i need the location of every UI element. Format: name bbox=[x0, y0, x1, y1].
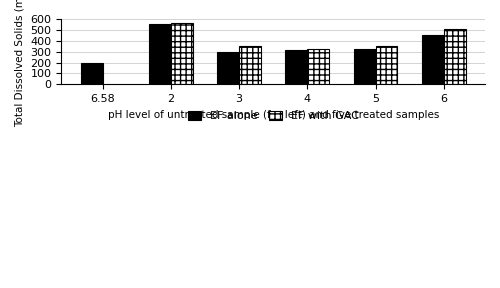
Bar bbox=[239, 46, 261, 84]
Bar bbox=[80, 62, 102, 84]
Y-axis label: Total Dissolved Solids (mg/L): Total Dissolved Solids (mg/L) bbox=[15, 0, 25, 126]
X-axis label: pH level of untreated sample (far left) and five treated samples: pH level of untreated sample (far left) … bbox=[108, 110, 439, 120]
Legend: EF alone, EF with GAC: EF alone, EF with GAC bbox=[183, 107, 363, 126]
Bar bbox=[149, 24, 171, 84]
Bar bbox=[422, 35, 444, 84]
Bar bbox=[354, 49, 376, 84]
Bar bbox=[308, 49, 329, 84]
Bar bbox=[171, 23, 192, 84]
Bar bbox=[217, 52, 239, 84]
Bar bbox=[444, 29, 466, 84]
Bar bbox=[286, 50, 308, 84]
Bar bbox=[376, 46, 398, 84]
